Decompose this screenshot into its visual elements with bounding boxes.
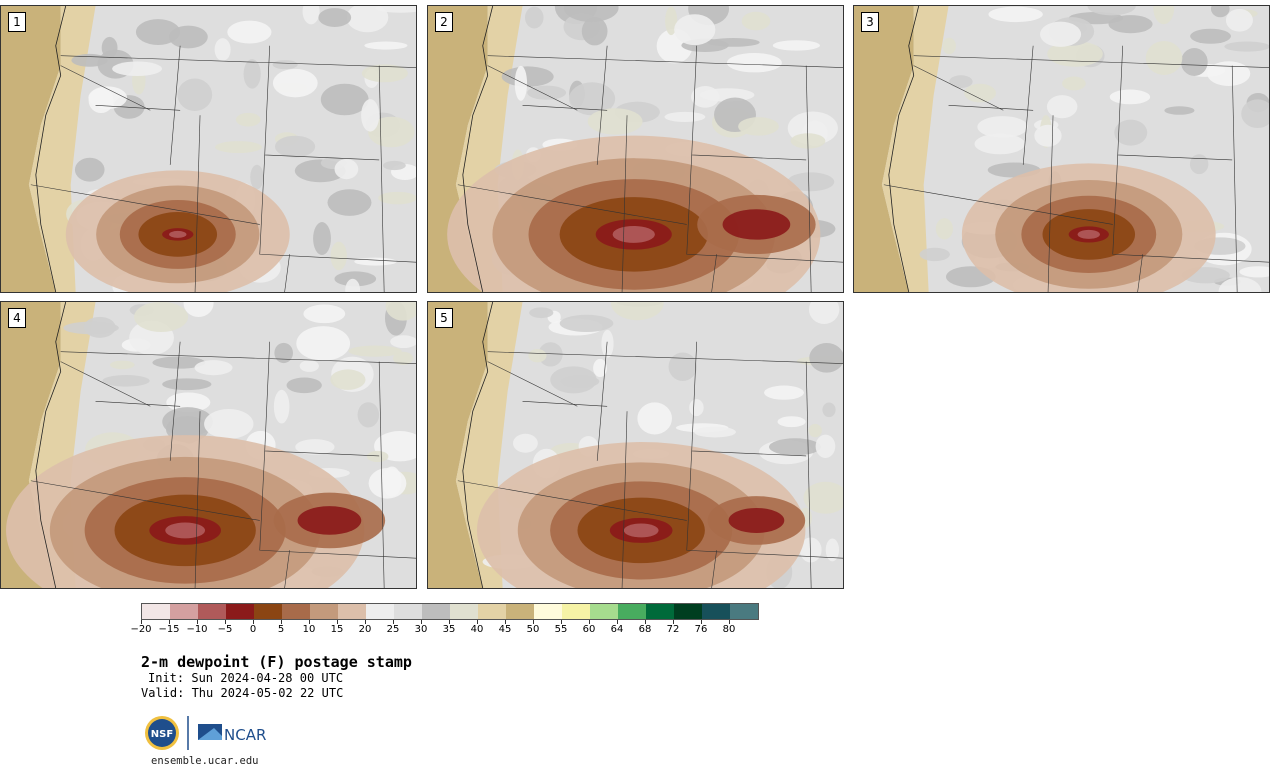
colorbar-tick-label: −15 (158, 624, 180, 635)
colorbar-swatch (310, 604, 338, 619)
colorbar-swatch (170, 604, 198, 619)
colorbar-tick (477, 620, 478, 624)
colorbar-tick (197, 620, 198, 624)
colorbar-tick (729, 620, 730, 624)
colorbar-tick-label: 15 (330, 624, 344, 635)
colorbar-tick-label: 40 (470, 624, 484, 635)
colorbar-tick (337, 620, 338, 624)
panel-label-2: 2 (435, 12, 453, 32)
dewpoint-map-2 (428, 6, 843, 292)
dewpoint-map-4 (1, 302, 416, 588)
colorbar-tick-label: 5 (277, 624, 285, 635)
source-url: ensemble.ucar.edu (151, 755, 259, 767)
ncar-logo: NCAR (198, 724, 266, 744)
colorbar-tick-label: 0 (249, 624, 257, 635)
nsf-logo: NSF (145, 716, 179, 750)
colorbar-swatch (226, 604, 254, 619)
colorbar (141, 603, 759, 620)
colorbar-tick-label: 64 (610, 624, 624, 635)
dewpoint-map-1 (1, 6, 416, 292)
colorbar-tick (673, 620, 674, 624)
colorbar-tick-label: 80 (722, 624, 736, 635)
colorbar-tick (365, 620, 366, 624)
panel-label-3: 3 (861, 12, 879, 32)
colorbar-tick-label: −20 (130, 624, 152, 635)
plot-title: 2-m dewpoint (F) postage stamp (141, 653, 412, 671)
colorbar-tick-label: 50 (526, 624, 540, 635)
colorbar-tick (225, 620, 226, 624)
colorbar-swatch (366, 604, 394, 619)
colorbar-tick-label: 10 (302, 624, 316, 635)
svg-text:NSF: NSF (151, 729, 173, 740)
colorbar-swatch (422, 604, 450, 619)
colorbar-swatch (394, 604, 422, 619)
colorbar-swatch (534, 604, 562, 619)
colorbar-tick (617, 620, 618, 624)
colorbar-tick-label: 30 (414, 624, 428, 635)
logos: NSF NCAR (145, 716, 266, 750)
postage-stamp-panel-5: 5 (427, 301, 844, 589)
colorbar-swatch (282, 604, 310, 619)
colorbar-tick (421, 620, 422, 624)
postage-stamp-panel-4: 4 (0, 301, 417, 589)
colorbar-tick (141, 620, 142, 624)
colorbar-tick (701, 620, 702, 624)
panel-label-4: 4 (8, 308, 26, 328)
colorbar-swatch (506, 604, 534, 619)
colorbar-tick (449, 620, 450, 624)
colorbar-swatch (702, 604, 730, 619)
colorbar-swatch (478, 604, 506, 619)
colorbar-swatch (590, 604, 618, 619)
colorbar-tick (393, 620, 394, 624)
colorbar-tick (281, 620, 282, 624)
dewpoint-map-3 (854, 6, 1269, 292)
colorbar-swatch (338, 604, 366, 619)
colorbar-swatch (618, 604, 646, 619)
colorbar-swatch (198, 604, 226, 619)
colorbar-swatch (142, 604, 170, 619)
postage-stamp-panel-1: 1 (0, 5, 417, 293)
valid-time: Valid: Thu 2024-05-02 22 UTC (141, 686, 344, 700)
colorbar-tick-label: 45 (498, 624, 512, 635)
postage-stamp-panel-3: 3 (853, 5, 1270, 293)
colorbar-tick-label: 20 (358, 624, 372, 635)
colorbar-swatch (730, 604, 758, 619)
panel-label-5: 5 (435, 308, 453, 328)
colorbar-tick (645, 620, 646, 624)
colorbar-tick (589, 620, 590, 624)
init-time: Init: Sun 2024-04-28 00 UTC (148, 671, 344, 685)
panel-label-1: 1 (8, 12, 26, 32)
colorbar-tick (505, 620, 506, 624)
colorbar-tick-label: −10 (186, 624, 208, 635)
postage-stamp-panel-2: 2 (427, 5, 844, 293)
colorbar-tick-label: 55 (554, 624, 568, 635)
colorbar-tick (169, 620, 170, 624)
svg-text:NCAR: NCAR (224, 726, 266, 744)
colorbar-swatch (562, 604, 590, 619)
colorbar-tick-label: 35 (442, 624, 456, 635)
colorbar-tick (253, 620, 254, 624)
colorbar-tick-label: −5 (217, 624, 233, 635)
colorbar-tick-label: 68 (638, 624, 652, 635)
dewpoint-map-5 (428, 302, 843, 588)
colorbar-tick (309, 620, 310, 624)
colorbar-tick-label: 76 (694, 624, 708, 635)
colorbar-tick (561, 620, 562, 624)
colorbar-tick-label: 25 (386, 624, 400, 635)
colorbar-swatch (254, 604, 282, 619)
colorbar-swatch (450, 604, 478, 619)
colorbar-swatch (674, 604, 702, 619)
colorbar-tick-labels: −20 −15 −10 −5 0 5 10 15 20 25 30 35 40 45 50 55 60 64 68 7… (130, 624, 761, 638)
colorbar-tick-label: 72 (666, 624, 680, 635)
colorbar-tick (533, 620, 534, 624)
colorbar-swatch (646, 604, 674, 619)
colorbar-tick-label: 60 (582, 624, 596, 635)
